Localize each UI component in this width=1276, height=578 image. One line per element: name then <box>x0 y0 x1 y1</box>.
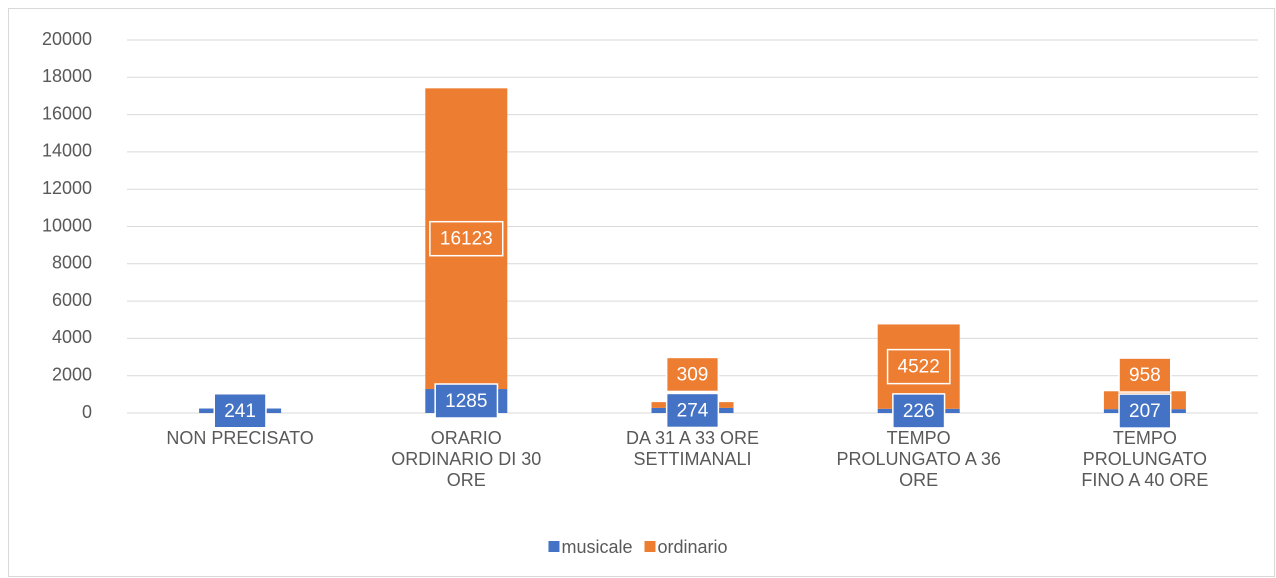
y-tick-label: 18000 <box>42 66 92 86</box>
data-label: 309 <box>677 364 709 385</box>
legend-label: ordinario <box>657 537 727 557</box>
chart-border <box>8 8 1275 577</box>
x-tick-label: ORARIO ORDINARIO DI 30 ORE <box>391 428 542 490</box>
data-label: 1285 <box>445 391 487 412</box>
data-label-group: 1285 <box>434 383 499 419</box>
data-label-group: 226 <box>892 393 946 429</box>
data-label-group: 958 <box>1118 357 1172 393</box>
y-tick-label: 6000 <box>52 290 92 310</box>
data-label: 958 <box>1129 365 1161 386</box>
data-label-box <box>665 356 720 393</box>
data-label-group: 4522 <box>886 348 951 385</box>
legend-swatch <box>548 541 560 552</box>
x-tick-label: NON PRECISATO <box>166 428 314 448</box>
y-tick-label: 4000 <box>52 327 92 347</box>
y-tick-label: 14000 <box>42 141 92 161</box>
y-tick-label: 20000 <box>42 29 92 49</box>
x-tick-label-box: TEMPO PROLUNGATO FINO A 40 ORE <box>1081 428 1209 490</box>
data-label: 16123 <box>440 229 493 250</box>
legend-swatch <box>644 541 656 552</box>
data-label: 226 <box>903 401 935 422</box>
x-tick-label-box: NON PRECISATO <box>166 428 314 448</box>
data-label-group: 207 <box>1118 393 1172 429</box>
x-tick-label: TEMPO PROLUNGATO A 36 ORE <box>836 428 1001 490</box>
data-label-group: 16123 <box>429 220 504 257</box>
x-tick-label: TEMPO PROLUNGATO FINO A 40 ORE <box>1081 428 1209 490</box>
data-label-box <box>213 393 267 429</box>
y-tick-label: 12000 <box>42 178 92 198</box>
y-tick-label: 8000 <box>52 253 92 273</box>
data-label: 241 <box>224 401 256 422</box>
x-tick-label-box: TEMPO PROLUNGATO A 36 ORE <box>836 428 1001 490</box>
data-label: 274 <box>677 400 709 421</box>
data-label-box <box>429 220 504 257</box>
data-label-box <box>886 348 951 385</box>
data-label-box <box>1118 393 1172 429</box>
y-tick-label: 0 <box>82 402 92 422</box>
data-label-box <box>434 383 499 419</box>
legend-label: musicale <box>561 537 632 557</box>
data-label-group: 241 <box>213 393 267 429</box>
x-tick-label: DA 31 A 33 ORE SETTIMANALI <box>625 428 760 469</box>
data-label: 207 <box>1129 401 1161 422</box>
x-tick-label-box: ORARIO ORDINARIO DI 30 ORE <box>391 428 542 490</box>
data-label-box <box>1118 357 1172 393</box>
y-tick-label: 10000 <box>42 215 92 235</box>
data-label-box <box>892 393 946 429</box>
data-label: 4522 <box>898 357 940 378</box>
data-label-group: 274 <box>665 392 720 429</box>
x-tick-label-box: DA 31 A 33 ORE SETTIMANALI <box>625 428 760 469</box>
y-tick-label: 16000 <box>42 103 92 123</box>
data-label-group: 309 <box>665 356 720 393</box>
y-tick-label: 2000 <box>52 364 92 384</box>
data-label-box <box>665 392 720 429</box>
